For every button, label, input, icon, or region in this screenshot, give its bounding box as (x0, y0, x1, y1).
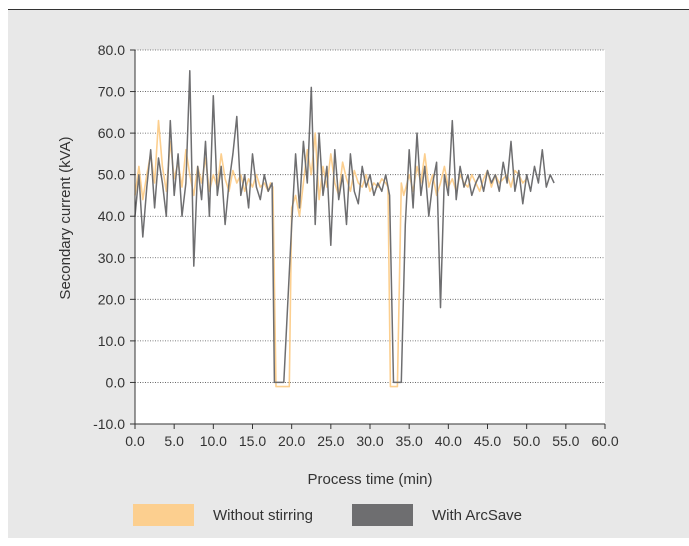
y-tick-label: 80.0 (98, 42, 125, 58)
x-tick-label: 45.0 (474, 433, 501, 449)
y-tick-label: -10.0 (93, 416, 125, 432)
y-tick-label: 0.0 (106, 374, 126, 390)
x-axis-label: Process time (min) (307, 471, 432, 488)
x-tick-label: 60.0 (591, 433, 618, 449)
x-tick-label: 35.0 (396, 433, 423, 449)
x-tick-label: 30.0 (356, 433, 383, 449)
x-tick-label: 55.0 (552, 433, 579, 449)
legend: Without stirring With ArcSave (133, 504, 522, 526)
x-tick-label: 25.0 (317, 433, 344, 449)
x-tick-label: 20.0 (278, 433, 305, 449)
legend-label-with-arcsave: With ArcSave (432, 507, 522, 524)
legend-swatch-without-stirring (133, 504, 194, 526)
x-tick-label: 5.0 (164, 433, 184, 449)
y-tick-label: 40.0 (98, 208, 125, 224)
y-tick-label: 50.0 (98, 167, 125, 183)
y-tick-label: 60.0 (98, 125, 125, 141)
x-tick-labels: 0.0 5.0 10.0 15.0 20.0 25.0 30.0 35.0 40.0 45.0 50… (125, 433, 619, 449)
plot-background (135, 50, 605, 424)
axes (130, 49, 606, 429)
y-axis-label: Secondary current (kVA) (57, 136, 74, 299)
plot-area (135, 50, 605, 424)
legend-label-without-stirring: Without stirring (213, 507, 313, 524)
y-tick-label: 30.0 (98, 250, 125, 266)
series-line-with-arcsave (134, 70, 555, 384)
y-tick-label: 70.0 (98, 84, 125, 100)
series-line-without-stirring (134, 119, 528, 388)
legend-swatch-with-arcsave (352, 504, 413, 526)
series-layer (134, 70, 555, 388)
y-tick-labels: 80.0 70.0 60.0 50.0 40.0 30.0 20.0 10.0 0.0 -10.0 (93, 42, 125, 432)
x-tick-label: 0.0 (125, 433, 145, 449)
y-tick-label: 20.0 (98, 291, 125, 307)
x-tick-label: 10.0 (200, 433, 227, 449)
x-tick-label: 50.0 (513, 433, 540, 449)
x-tick-label: 15.0 (239, 433, 266, 449)
x-tick-label: 40.0 (435, 433, 462, 449)
y-tick-label: 10.0 (98, 333, 125, 349)
